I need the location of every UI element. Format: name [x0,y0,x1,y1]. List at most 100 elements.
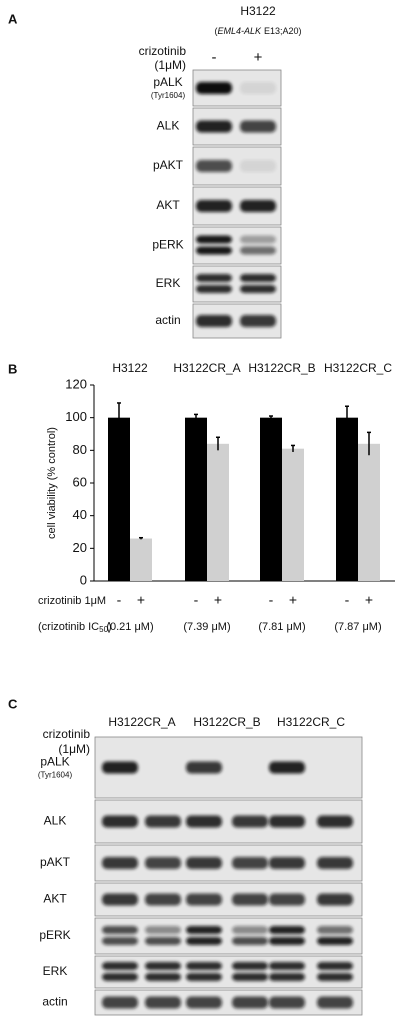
band [232,962,268,970]
band [196,274,232,282]
category-label: H3122CR_C [324,361,392,375]
genotype: (EML4-ALK E13;A20) [214,26,301,36]
row-label: pERK [152,238,183,252]
band [145,962,181,970]
cell-line: H3122CR_A [108,715,175,729]
treatment-sign: + [365,592,373,608]
band [102,962,138,970]
band [232,893,268,906]
treatment-sign: + [214,592,222,608]
panel-label: A [8,11,18,26]
row-label: pALK [153,75,182,89]
band [186,973,222,981]
band [186,761,222,774]
band [186,893,222,906]
row-sublabel: (Tyr1604) [151,91,186,100]
band [102,996,138,1009]
category-label: H3122CR_B [248,361,315,375]
band [232,973,268,981]
band [317,815,353,828]
band [196,315,232,327]
category-label: H3122 [112,361,148,375]
ic50-value: (7.39 μM) [183,621,230,633]
band [102,937,138,945]
lane-sign: - [212,49,217,66]
band [269,857,305,869]
y-axis-label: cell viability (% control) [46,427,58,539]
y-tick-label: 20 [73,540,87,555]
band [145,973,181,981]
band [317,926,353,934]
band [102,815,138,828]
blot-box [192,226,282,265]
band [269,937,305,945]
bar [207,443,229,581]
band [269,761,305,774]
band [145,937,181,945]
ic50-value: (0.21 μM) [106,621,153,633]
ic50-value: (7.81 μM) [258,621,305,633]
band [196,235,232,244]
treatment-label: crizotinib 1μM [38,595,106,607]
ic50-sub: 50 [99,625,108,634]
row-label: pAKT [40,855,71,869]
ic50-label: (crizotinib IC50) [38,621,112,634]
band [317,996,353,1009]
band [196,246,232,255]
band [102,761,138,774]
lane-sign: + [254,49,263,66]
genotype-gene: EML4-ALK [217,26,262,36]
band [240,246,276,255]
blot-box [94,955,363,989]
blot-box [94,917,363,955]
bar [108,417,130,581]
cell-line: H3122CR_B [193,715,260,729]
treatment-sign: - [269,592,274,608]
band [196,285,232,293]
band [186,857,222,869]
band [196,200,232,212]
band [196,120,232,133]
genotype-variant: E13;A20) [264,26,302,36]
band [317,893,353,906]
band [317,937,353,945]
dose: (1μM) [58,742,90,756]
row-label: pALK [40,755,69,769]
band [240,160,276,172]
treatment-sign: - [194,592,199,608]
treatment-sign: - [117,592,122,608]
band [269,962,305,970]
bar [282,448,304,581]
row-label: AKT [43,892,67,906]
row-sublabel: (Tyr1604) [38,771,73,780]
treatment-sign: - [345,592,350,608]
ic50-value: (7.87 μM) [334,621,381,633]
band [269,996,305,1009]
row-label: ALK [157,119,180,133]
blot-box [192,265,282,303]
band [240,120,276,133]
bar [336,417,358,581]
panel-label: B [8,361,17,376]
band [102,857,138,869]
cell-line: H3122 [240,4,276,18]
band [240,200,276,212]
band [186,996,222,1009]
band [232,815,268,828]
y-tick-label: 120 [65,376,87,391]
band [240,315,276,327]
y-tick-label: 80 [73,442,87,457]
treatment-sign: + [137,592,145,608]
y-tick-label: 40 [73,507,87,522]
band [186,962,222,970]
ic50-suffix: ) [108,621,112,633]
treatment: crizotinib [139,44,187,58]
bar [358,443,380,581]
band [102,973,138,981]
band [269,815,305,828]
band [102,926,138,934]
band [186,937,222,945]
treatment: crizotinib [43,727,91,741]
row-label: ALK [44,814,67,828]
